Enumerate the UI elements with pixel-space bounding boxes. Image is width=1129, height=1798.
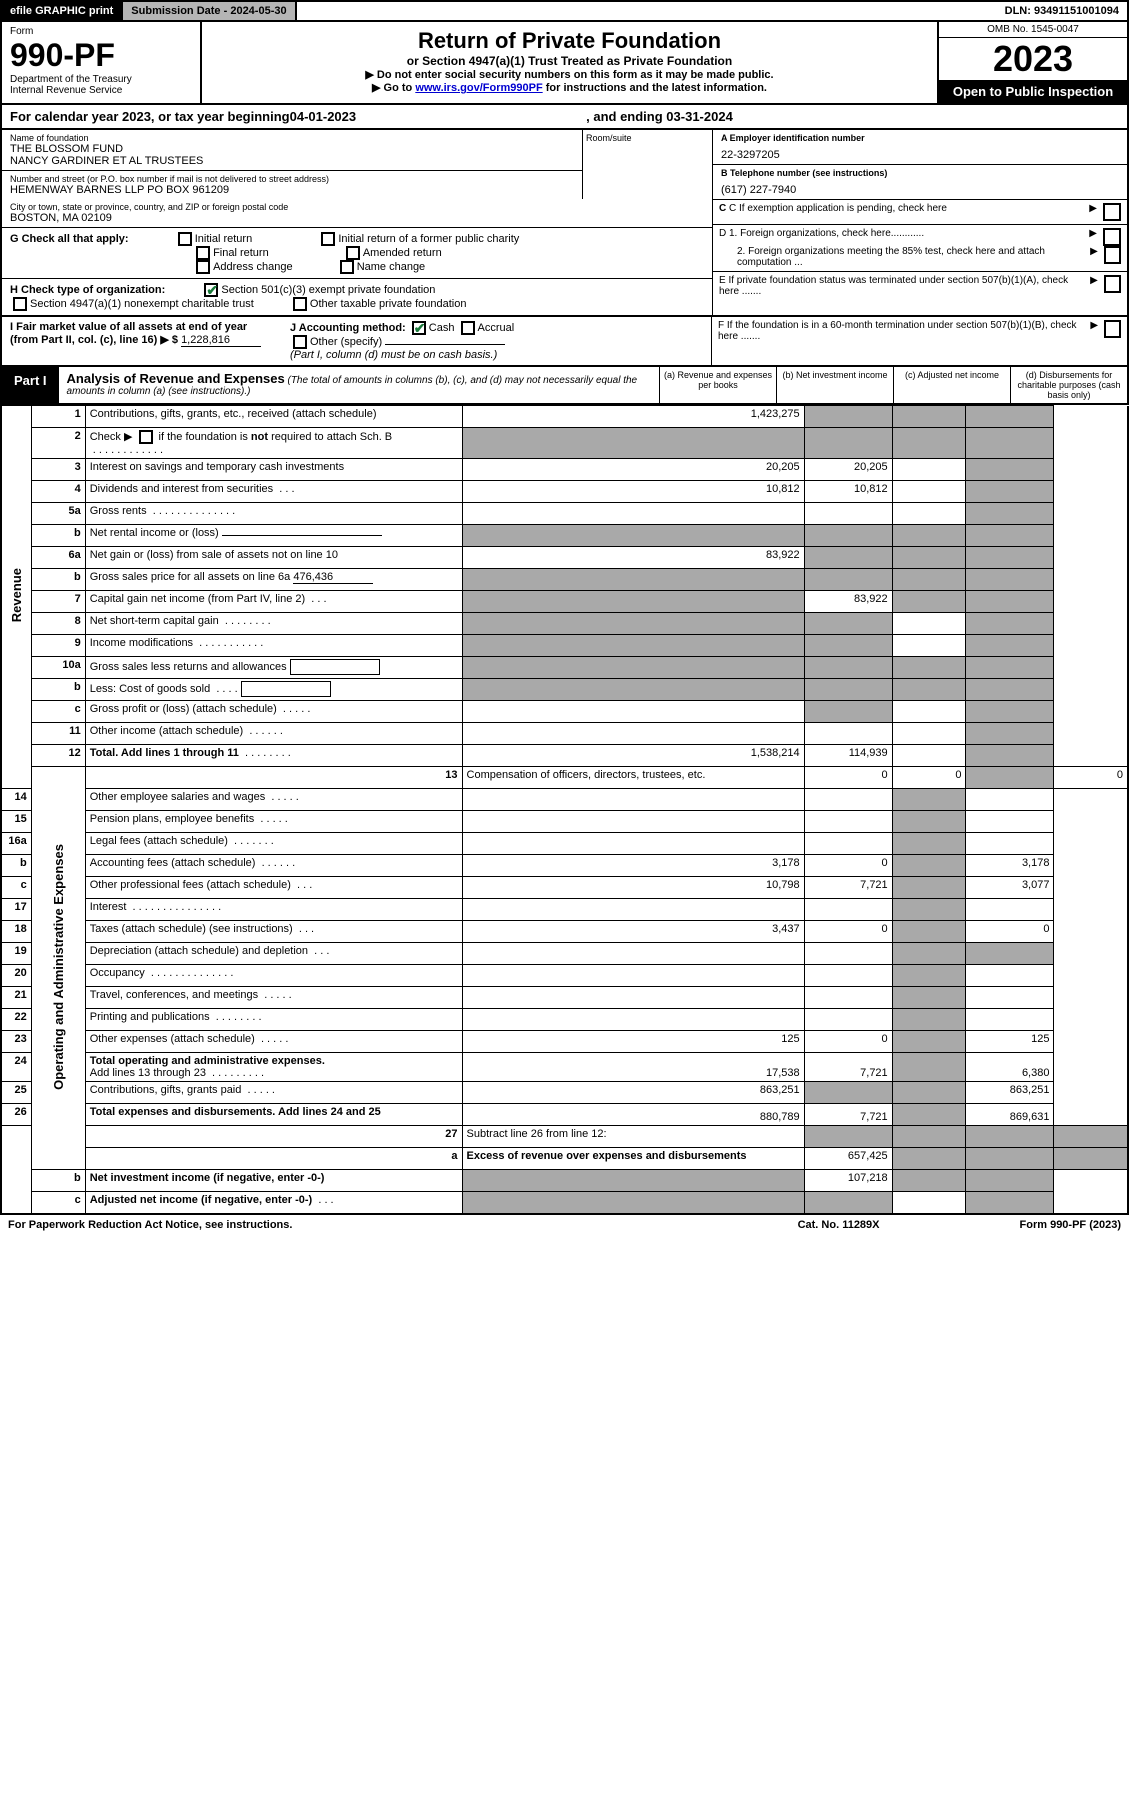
form-title-block: Return of Private Foundation or Section …: [202, 22, 937, 103]
form-title: Return of Private Foundation: [208, 28, 931, 54]
city: City or town, state or province, country…: [2, 199, 712, 228]
other-taxable-check[interactable]: [293, 297, 307, 311]
amended-return-check[interactable]: [346, 246, 360, 260]
header-top: efile GRAPHIC print Submission Date - 20…: [0, 0, 1129, 22]
omb-number: OMB No. 1545-0047: [939, 22, 1127, 38]
col-d-header: (d) Disbursements for charitable purpose…: [1010, 367, 1127, 403]
open-inspection: Open to Public Inspection: [939, 80, 1127, 103]
foundation-name: Name of foundation THE BLOSSOM FUND NANC…: [2, 130, 582, 171]
section-f: F If the foundation is in a 60-month ter…: [712, 317, 1127, 365]
year-block: OMB No. 1545-0047 2023 Open to Public In…: [937, 22, 1127, 103]
info-block: Name of foundation THE BLOSSOM FUND NANC…: [0, 130, 1129, 317]
instruction-2: ▶ Go to www.irs.gov/Form990PF for instru…: [208, 81, 931, 94]
section-c: C C If exemption application is pending,…: [713, 200, 1127, 225]
cat-no: Cat. No. 11289X: [798, 1219, 880, 1231]
initial-public-check[interactable]: [321, 232, 335, 246]
section-d: D 1. Foreign organizations, check here..…: [713, 225, 1127, 272]
final-return-check[interactable]: [196, 246, 210, 260]
expenses-side-label: Operating and Administrative Expenses: [31, 767, 85, 1170]
col-b-header: (b) Net investment income: [776, 367, 893, 403]
form-ref: Form 990-PF (2023): [1020, 1219, 1121, 1231]
501c3-check[interactable]: [204, 283, 218, 297]
form-header: Form 990-PF Department of the Treasury I…: [0, 22, 1129, 105]
form-id-block: Form 990-PF Department of the Treasury I…: [2, 22, 202, 103]
room-suite: Room/suite: [582, 130, 712, 199]
section-ijf: I Fair market value of all assets at end…: [0, 317, 1129, 367]
department: Department of the Treasury Internal Reve…: [10, 74, 192, 96]
address: Number and street (or P.O. box number if…: [2, 171, 582, 199]
form-subtitle: or Section 4947(a)(1) Trust Treated as P…: [208, 54, 931, 68]
section-g: G Check all that apply: Initial return I…: [2, 228, 712, 279]
paperwork-notice: For Paperwork Reduction Act Notice, see …: [8, 1219, 292, 1231]
section-h: H Check type of organization: Section 50…: [2, 279, 712, 315]
col-c-header: (c) Adjusted net income: [893, 367, 1010, 403]
accrual-check[interactable]: [461, 321, 475, 335]
calendar-year-row: For calendar year 2023, or tax year begi…: [0, 105, 1129, 130]
tax-year: 2023: [939, 38, 1127, 80]
section-a: A Employer identification number 22-3297…: [713, 130, 1127, 165]
dln: DLN: 93491151001094: [997, 2, 1127, 20]
instruction-1: ▶ Do not enter social security numbers o…: [208, 68, 931, 81]
section-b: B Telephone number (see instructions) (6…: [713, 165, 1127, 200]
4947-check[interactable]: [13, 297, 27, 311]
address-change-check[interactable]: [196, 260, 210, 274]
form-word: Form: [10, 26, 192, 37]
footer: For Paperwork Reduction Act Notice, see …: [0, 1215, 1129, 1235]
section-e: E If private foundation status was termi…: [713, 272, 1127, 300]
other-method-check[interactable]: [293, 335, 307, 349]
revenue-side-label: Revenue: [1, 406, 31, 789]
part1-header: Part I Analysis of Revenue and Expenses …: [0, 367, 1129, 405]
col-a-header: (a) Revenue and expenses per books: [659, 367, 776, 403]
submission-date: Submission Date - 2024-05-30: [123, 2, 296, 20]
part1-label: Part I: [2, 367, 59, 403]
schb-check[interactable]: [139, 430, 153, 444]
efile-label: efile GRAPHIC print: [2, 2, 123, 20]
part1-table: Revenue 1Contributions, gifts, grants, e…: [0, 405, 1129, 1215]
name-change-check[interactable]: [340, 260, 354, 274]
irs-link[interactable]: www.irs.gov/Form990PF: [415, 82, 542, 94]
part1-title: Analysis of Revenue and Expenses (The to…: [59, 367, 659, 403]
initial-return-check[interactable]: [178, 232, 192, 246]
form-number: 990-PF: [10, 37, 192, 74]
cash-check[interactable]: [412, 321, 426, 335]
